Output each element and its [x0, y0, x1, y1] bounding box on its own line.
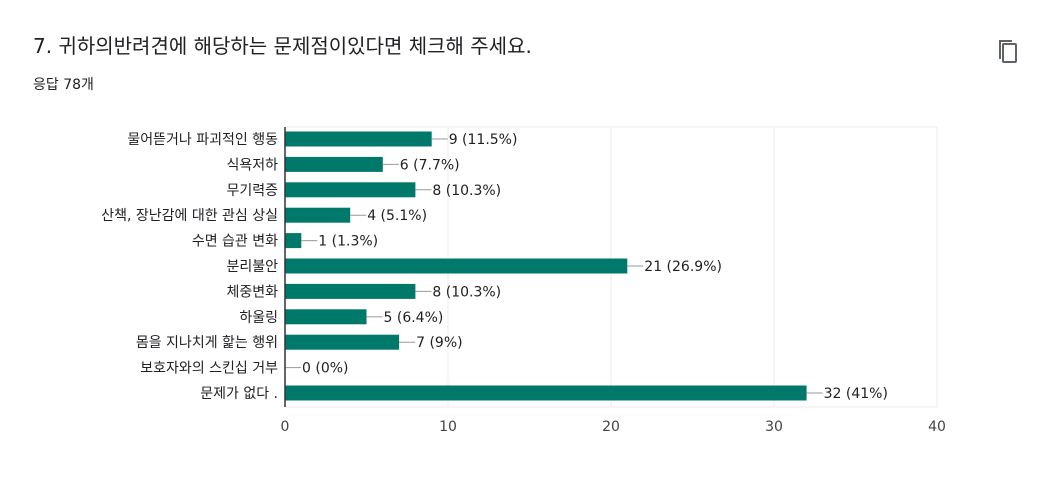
- category-label: 수면 습관 변화: [192, 234, 278, 250]
- data-label: 9 (11.5%): [449, 132, 518, 148]
- category-label: 산책, 장난감에 대한 관심 상실: [101, 208, 278, 224]
- category-label: 하울링: [239, 310, 278, 326]
- category-label: 무기력증: [226, 183, 278, 199]
- data-label: 6 (7.7%): [400, 157, 460, 173]
- x-tick-label: 10: [439, 419, 457, 435]
- data-label: 4 (5.1%): [367, 208, 427, 224]
- category-label: 물어뜯거나 파괴적인 행동: [127, 132, 278, 148]
- data-label: 8 (10.3%): [432, 284, 501, 300]
- x-tick-label: 20: [602, 419, 620, 435]
- question-title: 7. 귀하의반려견에 해당하는 문제점이있다면 체크해 주세요.: [33, 34, 532, 58]
- data-label: 1 (1.3%): [318, 234, 378, 250]
- bar: [285, 131, 432, 147]
- data-label: 5 (6.4%): [384, 310, 444, 326]
- bar: [285, 283, 416, 299]
- bar: [285, 334, 400, 350]
- data-label: 32 (41%): [824, 386, 888, 402]
- x-tick-label: 40: [928, 419, 946, 435]
- bar: [285, 385, 807, 401]
- bar: [285, 156, 383, 172]
- response-count: 응답 78개: [33, 77, 94, 93]
- bar: [285, 182, 416, 198]
- category-label: 식욕저하: [226, 157, 278, 173]
- category-label: 몸을 지나치게 핥는 행위: [136, 335, 278, 351]
- copy-icon: [999, 40, 1017, 63]
- category-label: 분리불안: [226, 259, 278, 275]
- category-label: 문제가 없다 .: [200, 386, 278, 402]
- copy-chart-button[interactable]: [985, 30, 1025, 70]
- x-tick-label: 30: [765, 419, 783, 435]
- data-label: 21 (26.9%): [644, 259, 722, 275]
- category-label: 보호자와의 스킨십 거부: [140, 361, 278, 377]
- bar: [285, 233, 302, 249]
- bar: [285, 207, 351, 223]
- x-tick-label: 0: [281, 419, 290, 435]
- bar: [285, 309, 367, 325]
- data-label: 7 (9%): [416, 335, 463, 351]
- category-label: 체중변화: [226, 284, 278, 300]
- data-label: 0 (0%): [302, 361, 349, 377]
- bar: [285, 258, 628, 274]
- data-label: 8 (10.3%): [432, 183, 501, 199]
